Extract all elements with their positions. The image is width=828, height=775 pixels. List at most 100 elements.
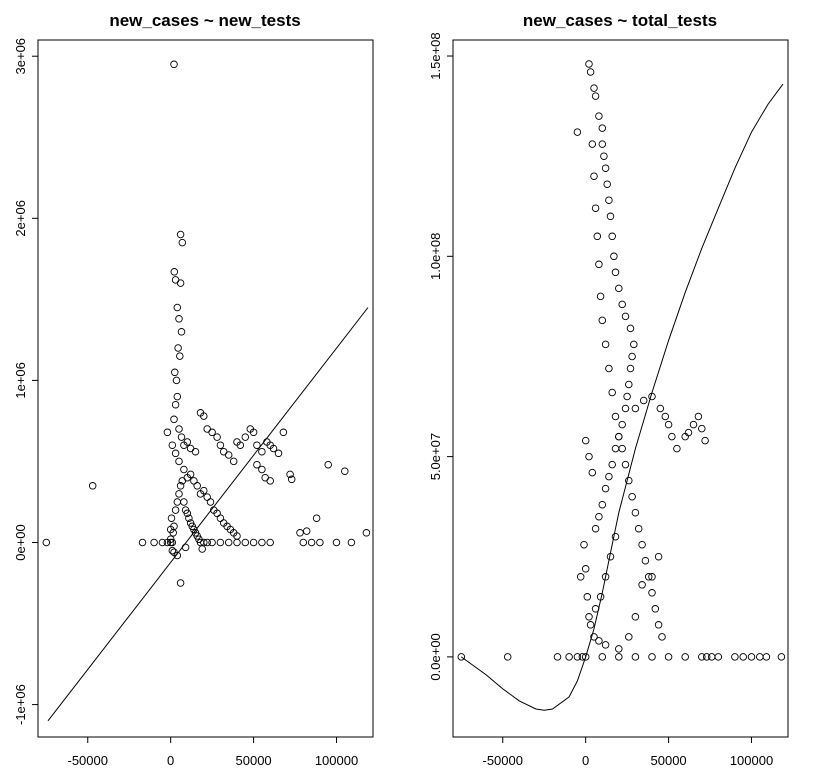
data-point: [777, 653, 786, 661]
data-point: [618, 300, 626, 309]
data-point: [586, 68, 595, 76]
data-point: [178, 477, 187, 485]
data-point: [702, 653, 711, 661]
data-point: [641, 556, 650, 565]
data-point: [638, 581, 646, 589]
axes: -50000 0 50000 100000 0.0e+00 5.0e+07 1.0e+08 1…: [428, 32, 773, 768]
data-point: [694, 412, 703, 421]
data-point: [203, 425, 211, 433]
data-point: [241, 538, 250, 547]
data-point: [168, 538, 177, 547]
y-tick-label: 0e+00: [13, 524, 28, 561]
data-point: [701, 436, 709, 445]
data-point: [598, 124, 607, 132]
data-point: [171, 368, 179, 377]
data-point: [588, 140, 597, 148]
data-point: [258, 465, 266, 474]
fit-curve: [461, 83, 784, 711]
data-point: [608, 388, 616, 397]
data-point: [258, 538, 266, 547]
data-point: [585, 60, 593, 68]
data-point: [608, 460, 616, 469]
data-point: [621, 404, 630, 413]
data-point: [601, 641, 610, 649]
x-tick-label: 0: [582, 753, 589, 768]
data-point: [312, 514, 321, 522]
data-point: [180, 498, 188, 506]
data-point: [176, 279, 185, 287]
data-point: [173, 498, 182, 506]
data-point: [173, 551, 182, 560]
data-point: [601, 164, 610, 172]
data-point: [253, 460, 261, 469]
data-point: [623, 392, 631, 401]
data-point: [324, 460, 332, 469]
data-point: [175, 425, 183, 433]
data-point: [233, 538, 241, 547]
data-point: [707, 653, 716, 661]
data-point: [203, 538, 211, 547]
data-point: [186, 470, 195, 479]
scatter-points: [42, 60, 371, 587]
data-point: [611, 532, 620, 541]
data-point: [171, 276, 180, 284]
data-point: [229, 457, 238, 466]
data-point: [249, 428, 258, 437]
data-point: [42, 538, 51, 547]
data-point: [598, 500, 607, 509]
data-point: [590, 172, 598, 180]
data-point: [266, 477, 274, 485]
data-point: [279, 428, 288, 437]
data-point: [658, 633, 666, 641]
data-point: [316, 538, 324, 547]
data-point: [591, 204, 600, 212]
data-point: [601, 340, 610, 349]
data-point: [332, 538, 341, 547]
data-point: [591, 524, 600, 533]
plot-frame: [37, 39, 374, 738]
y-tick-label: 1.0e+08: [428, 233, 443, 280]
data-point: [668, 432, 676, 441]
data-point: [171, 449, 180, 458]
data-point: [615, 645, 623, 653]
data-point: [611, 268, 620, 277]
x-tick-label: -50000: [68, 753, 108, 768]
data-point: [595, 112, 603, 120]
data-point: [503, 653, 512, 661]
data-point: [168, 546, 177, 555]
data-point: [605, 196, 613, 204]
x-tick-label: 50000: [236, 753, 272, 768]
data-point: [224, 538, 233, 547]
data-point: [598, 316, 607, 325]
data-point: [362, 529, 371, 537]
data-point: [605, 472, 613, 481]
data-point: [174, 344, 182, 352]
data-point: [180, 465, 188, 474]
data-point: [203, 493, 211, 501]
data-point: [208, 428, 216, 437]
data-point: [596, 292, 605, 301]
data-point: [581, 436, 590, 445]
y-tick-label: 1e+06: [13, 362, 28, 399]
data-point: [307, 538, 316, 547]
data-point: [249, 538, 258, 547]
data-point: [258, 447, 266, 456]
data-point: [206, 498, 215, 506]
data-point: [172, 376, 181, 385]
fit-line: [47, 307, 369, 722]
data-point: [634, 524, 643, 533]
x-tick-label: -50000: [483, 753, 523, 768]
data-point: [588, 468, 597, 477]
data-point: [618, 444, 626, 453]
data-point: [639, 396, 648, 405]
data-point: [762, 653, 771, 661]
data-point: [625, 633, 633, 641]
data-point: [628, 492, 636, 501]
data-point: [625, 476, 633, 485]
data-point: [661, 412, 670, 421]
data-point: [158, 538, 167, 547]
data-point: [173, 392, 182, 401]
data-point: [170, 415, 178, 424]
data-point: [630, 340, 638, 349]
data-point: [664, 420, 673, 429]
